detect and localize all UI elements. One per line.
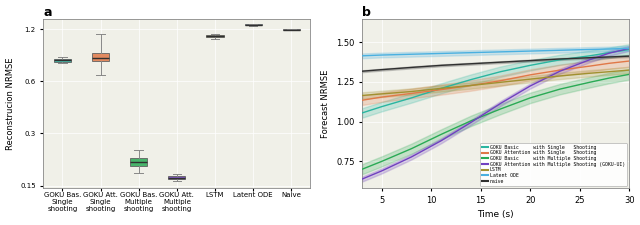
Text: b: b (362, 6, 371, 18)
PathPatch shape (207, 35, 223, 37)
PathPatch shape (54, 59, 71, 62)
PathPatch shape (130, 158, 147, 166)
PathPatch shape (244, 24, 262, 25)
Text: a: a (44, 6, 52, 18)
Y-axis label: Forecast NRMSE: Forecast NRMSE (321, 69, 330, 138)
Legend: GOKU Basic     with Single   Shooting, GOKU Attention with Single   Shooting, GO: GOKU Basic with Single Shooting, GOKU At… (481, 143, 627, 186)
PathPatch shape (168, 176, 186, 179)
X-axis label: Time (s): Time (s) (477, 210, 514, 219)
PathPatch shape (92, 53, 109, 61)
Y-axis label: Reconstrucion NRMSE: Reconstrucion NRMSE (6, 57, 15, 150)
PathPatch shape (283, 29, 300, 30)
